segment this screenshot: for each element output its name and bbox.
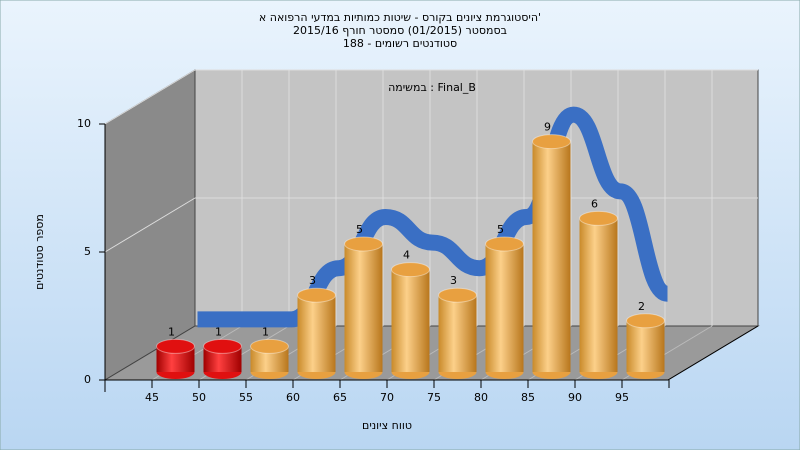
bar [626, 313, 665, 379]
x-tick-label: 80 [474, 391, 488, 404]
bar-part [156, 338, 195, 354]
x-axis-label: טווח ציונים [362, 419, 412, 432]
x-tick-label: 95 [615, 391, 629, 404]
value-label: 1 [168, 325, 175, 338]
bar-part [391, 262, 430, 278]
bar-part [344, 236, 383, 252]
title: בסמסטר (01/2015) סמסטר חורף 2015/16 [293, 24, 507, 37]
x-tick-label: 65 [333, 391, 347, 404]
x-tick-label: 60 [286, 391, 300, 404]
grid-line [104, 69, 196, 125]
bar-part [532, 141, 571, 372]
bar [438, 287, 477, 379]
bar [203, 338, 242, 379]
x-tick-label: 85 [521, 391, 535, 404]
value-label: 9 [544, 121, 551, 134]
grid-line [104, 197, 196, 253]
x-tick-label: 75 [427, 391, 441, 404]
value-label: 2 [638, 300, 645, 313]
bar-part [485, 236, 524, 252]
x-tick-label: 50 [192, 391, 206, 404]
y-tick-label: 5 [84, 245, 91, 258]
value-label: 3 [309, 274, 316, 287]
value-label: 1 [262, 325, 269, 338]
bar [391, 262, 430, 379]
bar-part [344, 244, 383, 372]
bar [344, 236, 383, 379]
bar-part [485, 244, 524, 372]
bar [156, 338, 195, 379]
bar-part [579, 210, 618, 226]
bar-part [579, 218, 618, 372]
y-tick-label: 10 [77, 117, 91, 130]
x-tick-label: 90 [568, 391, 582, 404]
bar-part [626, 320, 665, 372]
x-tick-label: 70 [380, 391, 394, 404]
value-label: 6 [591, 197, 598, 210]
title: סטודנטים רשומים - 188 [343, 37, 457, 50]
x-tick-label: 45 [145, 391, 159, 404]
bar-part [250, 338, 289, 354]
bar-part [438, 287, 477, 303]
bar-part [626, 313, 665, 329]
y-axis-label: מספר סטודנטים [33, 214, 46, 290]
bar-part [391, 269, 430, 372]
ribbon [197, 106, 671, 328]
value-label: 5 [356, 223, 363, 236]
bar [297, 287, 336, 379]
annotation: במשימה : Final_B [388, 81, 476, 94]
bar-part [438, 295, 477, 372]
value-label: 5 [497, 223, 504, 236]
value-label: 4 [403, 249, 410, 262]
value-label: 1 [215, 325, 222, 338]
bar [485, 236, 524, 379]
bar-part [532, 134, 571, 150]
title: היסטוגרמת ציונים בקורס - שיטות כמותיות ב… [259, 11, 541, 24]
value-label: 3 [450, 274, 457, 287]
axis-edge [667, 325, 759, 381]
bar-part [297, 295, 336, 372]
x-tick-label: 55 [239, 391, 253, 404]
bar [250, 338, 289, 379]
bar [579, 210, 618, 379]
y-tick-label: 0 [84, 373, 91, 386]
bar-part [297, 287, 336, 303]
bar [532, 134, 571, 379]
bar-part [203, 338, 242, 354]
